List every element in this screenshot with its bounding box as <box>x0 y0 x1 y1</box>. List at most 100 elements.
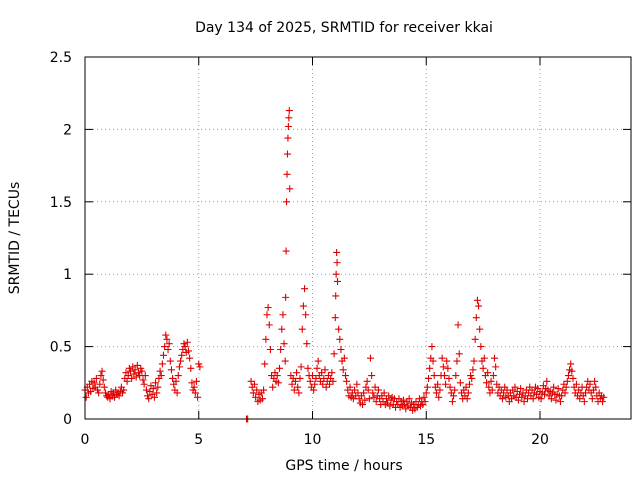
data-point <box>465 380 473 388</box>
data-point <box>322 383 330 391</box>
data-point <box>303 340 311 348</box>
data-point <box>161 343 169 351</box>
data-point <box>511 383 519 391</box>
data-point <box>134 369 142 377</box>
data-point <box>174 372 182 380</box>
data-point <box>326 380 334 388</box>
data-point <box>429 357 437 365</box>
data-point <box>554 385 562 393</box>
y-tick-labels: 0 0.5 1 1.5 2 2.5 <box>50 50 72 428</box>
data-point <box>346 383 354 391</box>
data-point <box>500 389 508 397</box>
data-point <box>312 374 320 382</box>
data-point <box>125 364 133 372</box>
y-tick-label: 1.5 <box>50 195 72 211</box>
x-tick-labels: 0 5 10 15 20 <box>81 432 549 448</box>
data-point <box>520 398 528 406</box>
data-point <box>165 340 173 348</box>
data-point <box>372 398 380 406</box>
data-point <box>274 379 282 387</box>
data-point <box>473 296 481 304</box>
data-point <box>119 389 127 397</box>
data-point <box>273 372 281 380</box>
data-point <box>295 389 303 397</box>
data-point <box>444 364 452 372</box>
data-point <box>92 374 100 382</box>
data-point <box>464 389 472 397</box>
data-point <box>434 380 442 388</box>
data-point <box>580 398 588 406</box>
data-point <box>518 393 526 401</box>
data-point <box>139 376 147 384</box>
data-point <box>445 374 453 382</box>
data-point <box>369 389 377 397</box>
data-point <box>436 386 444 394</box>
data-point <box>438 354 446 362</box>
data-point <box>561 389 569 397</box>
data-point <box>367 354 375 362</box>
data-point <box>138 367 146 375</box>
data-points <box>81 107 608 423</box>
data-point <box>462 383 470 391</box>
data-point <box>335 325 343 333</box>
data-point <box>318 369 326 377</box>
data-point <box>162 331 170 339</box>
data-point <box>319 380 327 388</box>
data-point <box>280 340 288 348</box>
data-point <box>284 123 292 131</box>
data-point <box>145 395 153 403</box>
y-tick-label: 1 <box>63 267 72 283</box>
data-point <box>253 386 261 394</box>
data-point <box>454 321 462 329</box>
data-point <box>336 335 344 343</box>
data-point <box>100 383 108 391</box>
data-point <box>282 247 290 255</box>
data-point <box>278 325 286 333</box>
data-point <box>569 374 577 382</box>
data-point <box>281 357 289 365</box>
data-point <box>310 386 318 394</box>
data-point <box>476 325 484 333</box>
data-point <box>98 367 106 375</box>
data-point <box>351 386 359 394</box>
data-point <box>286 185 294 193</box>
data-point <box>360 389 368 397</box>
data-point <box>95 389 103 397</box>
data-point <box>264 304 272 312</box>
data-point <box>448 398 456 406</box>
data-point <box>422 389 430 397</box>
data-point <box>443 357 451 365</box>
data-point <box>157 372 165 380</box>
data-point <box>276 364 284 372</box>
data-point <box>428 343 436 351</box>
data-point <box>479 364 487 372</box>
data-point <box>82 393 90 401</box>
data-point <box>194 393 202 401</box>
data-point <box>425 374 433 382</box>
data-point <box>185 347 193 355</box>
plot-frame <box>84 56 632 420</box>
data-point <box>440 372 448 380</box>
data-point <box>558 392 566 400</box>
data-point <box>405 395 413 403</box>
data-point <box>385 392 393 400</box>
data-point <box>163 335 171 343</box>
data-point <box>262 335 270 343</box>
data-point <box>195 360 203 368</box>
data-point <box>550 383 558 391</box>
data-point <box>144 392 152 400</box>
data-point <box>150 393 158 401</box>
data-point <box>365 395 373 403</box>
data-point <box>488 386 496 394</box>
data-point <box>263 311 271 319</box>
data-point <box>250 380 258 388</box>
data-point <box>572 380 580 388</box>
axis-ticks <box>84 56 631 420</box>
y-tick-label: 2.5 <box>50 50 72 66</box>
data-point <box>153 389 161 397</box>
data-point <box>400 396 407 404</box>
data-point <box>329 377 337 385</box>
data-point <box>283 170 291 178</box>
